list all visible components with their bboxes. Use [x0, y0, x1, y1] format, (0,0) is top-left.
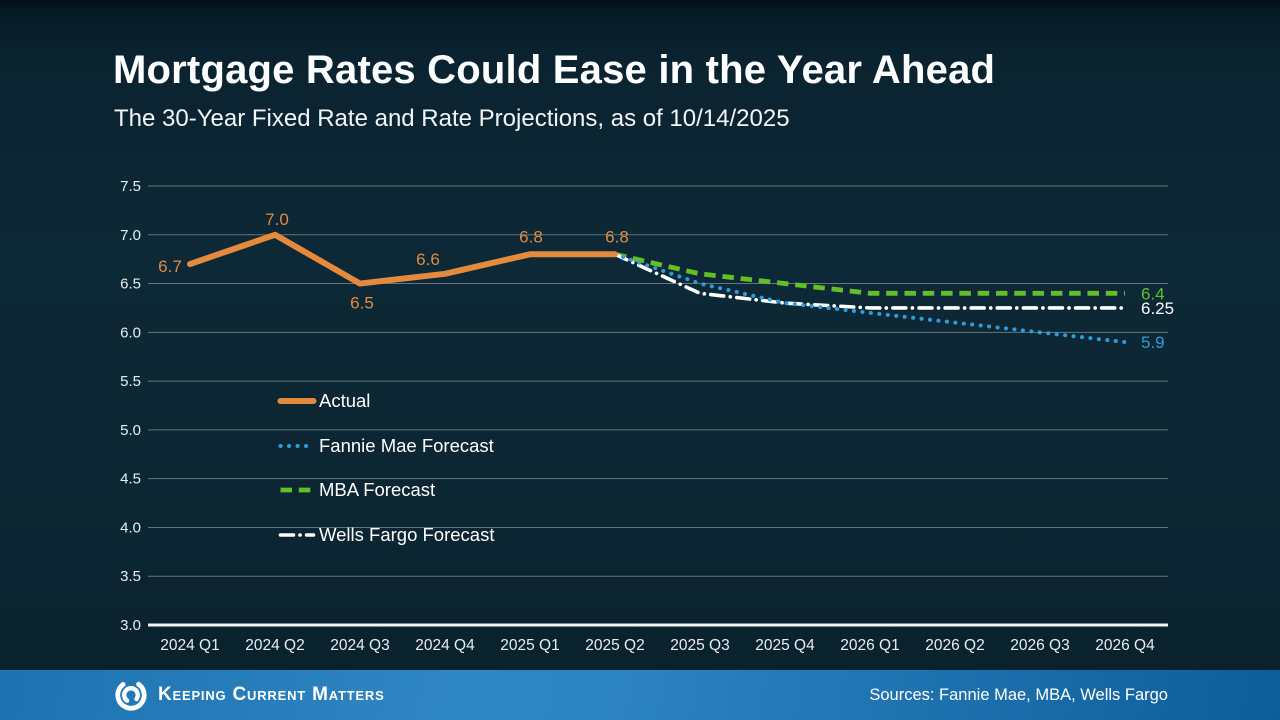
y-tick-label: 4.5	[120, 471, 141, 488]
x-tick-label: 2026 Q2	[925, 637, 984, 654]
series-line-solid	[187, 231, 618, 287]
series-end-label: 6.4	[1141, 284, 1165, 303]
legend-label: MBA Forecast	[319, 479, 436, 501]
series-line-dashdot	[613, 252, 1127, 310]
x-tick-label: 2025 Q1	[500, 637, 559, 654]
legend-label: Wells Fargo Forecast	[319, 523, 495, 545]
legend-item-actual: Actual	[277, 379, 494, 424]
chart-subtitle: The 30-Year Fixed Rate and Rate Projecti…	[114, 105, 790, 132]
kcm-spiral-logo-icon	[115, 679, 147, 711]
series-line-dashed	[614, 251, 1125, 296]
x-tick-label: 2025 Q4	[755, 637, 815, 654]
chart-legend: Actual Fannie Mae Forecast MBA Forecast Wel…	[277, 379, 494, 557]
y-tick-label: 5.5	[120, 373, 141, 390]
x-tick-label: 2025 Q3	[670, 637, 729, 654]
x-tick-label: 2026 Q3	[1010, 637, 1069, 654]
y-tick-label: 7.5	[120, 178, 141, 195]
legend-item-wells-fargo-forecast: Wells Fargo Forecast	[277, 513, 494, 558]
y-tick-label: 3.0	[120, 617, 141, 634]
x-tick-label: 2026 Q1	[840, 637, 899, 654]
legend-swatch-solid-icon	[277, 398, 317, 405]
y-tick-label: 3.5	[120, 568, 141, 585]
brand: Keeping Current Matters	[113, 670, 385, 720]
legend-label: Fannie Mae Forecast	[319, 434, 494, 456]
x-tick-label: 2024 Q3	[330, 637, 389, 654]
series-point-label: 7.0	[265, 210, 289, 229]
legend-item-fannie-mae-forecast: Fannie Mae Forecast	[277, 424, 494, 469]
x-tick-label: 2024 Q1	[160, 637, 219, 654]
series-end-label: 6.25	[1141, 299, 1174, 318]
sources-text: Sources: Fannie Mae, MBA, Wells Fargo	[869, 685, 1168, 704]
series-line-dotted	[613, 252, 1127, 345]
series-end-label: 5.9	[1141, 333, 1165, 352]
series-point-label: 6.5	[350, 294, 374, 313]
y-tick-label: 4.0	[120, 519, 141, 536]
series-point-label: 6.8	[519, 227, 543, 246]
series-point-label: 6.8	[605, 227, 629, 246]
x-tick-label: 2025 Q2	[585, 637, 644, 654]
legend-label: Actual	[319, 390, 371, 412]
y-tick-label: 5.0	[120, 422, 141, 439]
legend-item-mba-forecast: MBA Forecast	[277, 468, 494, 513]
y-tick-label: 7.0	[120, 227, 141, 244]
series-point-label: 6.6	[416, 250, 440, 269]
series-point-label: 6.7	[158, 257, 182, 276]
x-tick-label: 2024 Q2	[245, 637, 304, 654]
footer-bar: Keeping Current Matters Sources: Fannie …	[0, 670, 1280, 720]
brand-name: Keeping Current Matters	[158, 684, 385, 705]
y-tick-label: 6.0	[120, 324, 141, 341]
legend-swatch-dotted-icon	[278, 443, 316, 448]
legend-swatch-dashed-icon	[280, 487, 314, 493]
y-tick-label: 6.5	[120, 276, 141, 293]
x-tick-label: 2026 Q4	[1095, 637, 1155, 654]
x-tick-label: 2024 Q4	[415, 637, 475, 654]
legend-swatch-dashdot-icon	[278, 532, 316, 537]
chart-title: Mortgage Rates Could Ease in the Year Ah…	[113, 48, 996, 92]
